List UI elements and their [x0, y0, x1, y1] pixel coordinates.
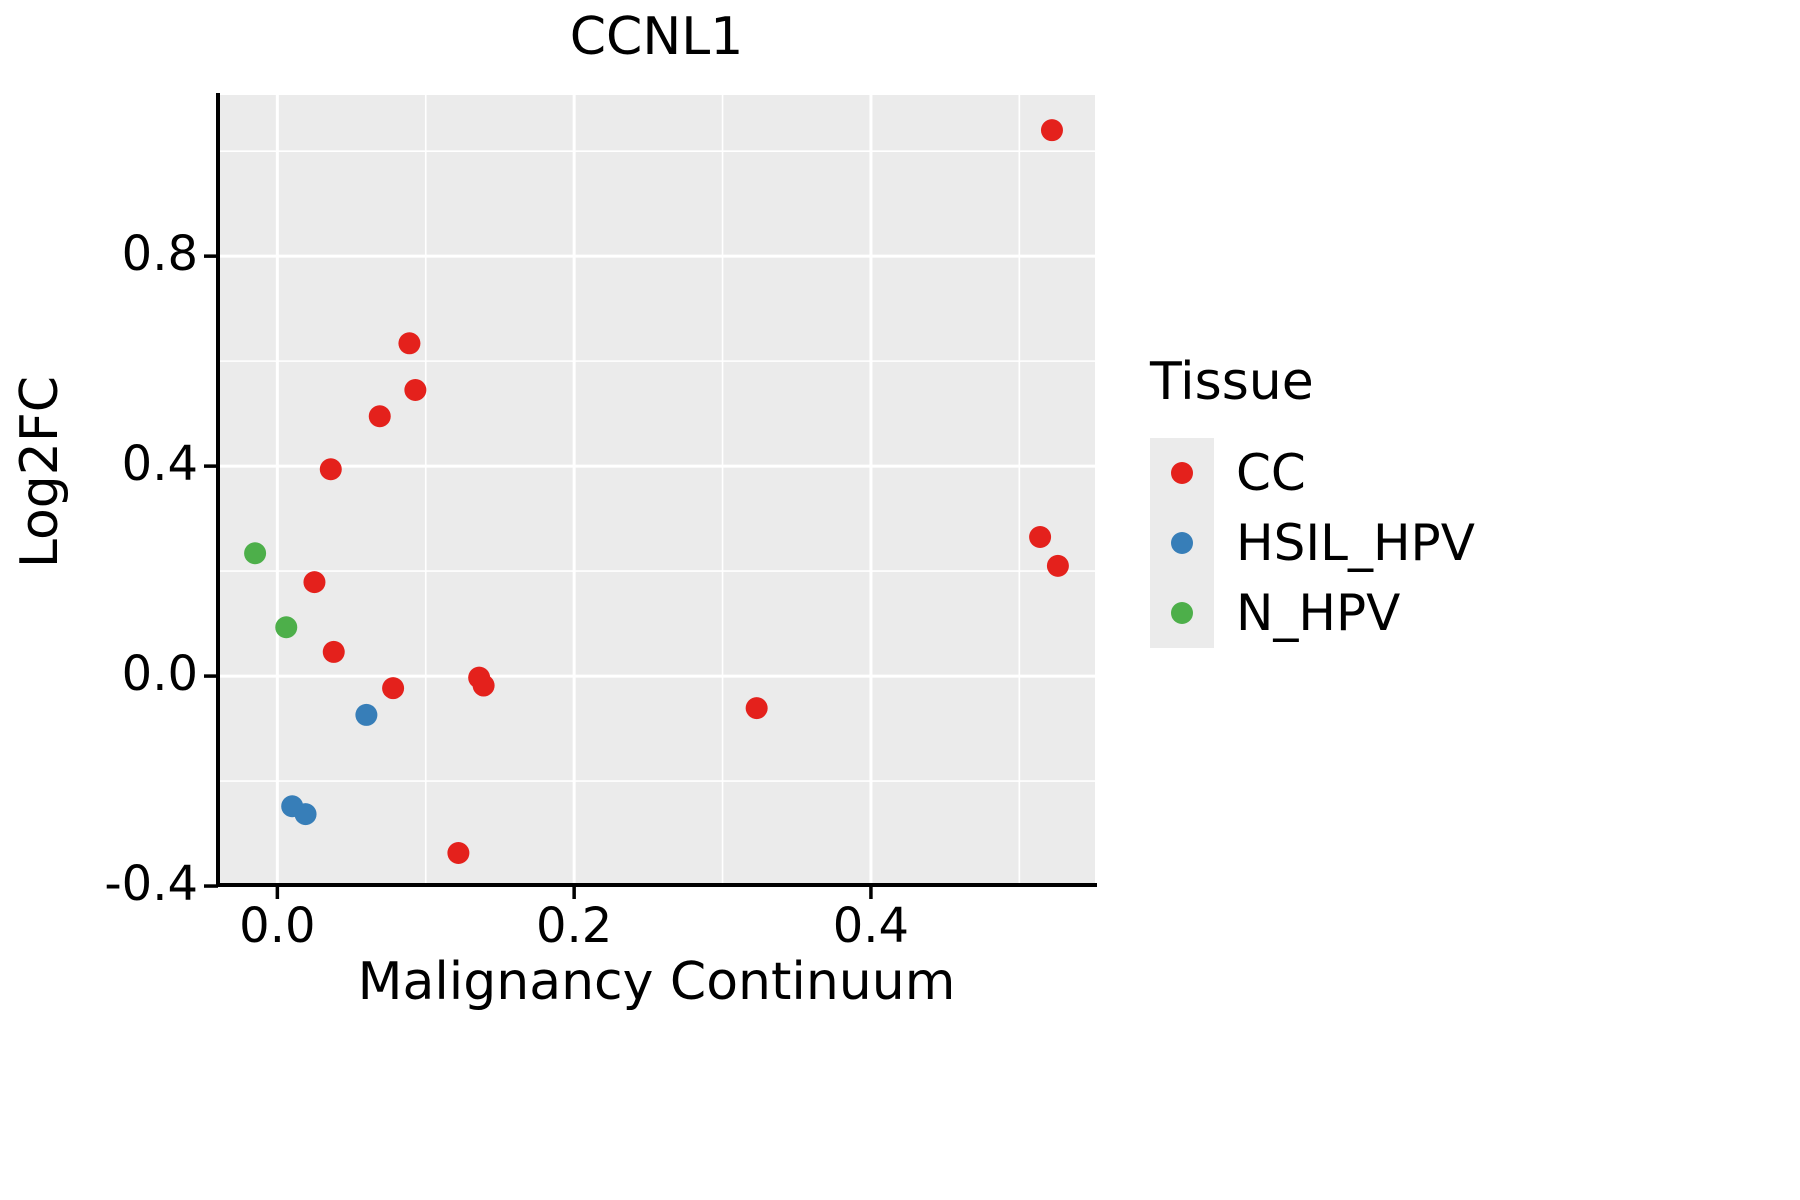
y-tick-label: 0.8: [121, 226, 198, 283]
data-point-CC: [319, 458, 342, 481]
legend-key: [1150, 438, 1214, 508]
x-tick-label: 0.0: [239, 898, 316, 954]
y-tick-label: -0.4: [104, 856, 198, 913]
y-tick-label: 0.4: [121, 436, 198, 493]
data-point-HSIL_HPV: [355, 703, 378, 726]
y-tick-label: 0.0: [121, 646, 198, 703]
data-point-CC: [472, 674, 495, 697]
legend-item-N_HPV: N_HPV: [1150, 578, 1475, 648]
x-tick-label: 0.2: [535, 898, 613, 954]
legend-key: [1150, 508, 1214, 578]
legend-item-CC: CC: [1150, 438, 1475, 508]
data-point-CC: [404, 379, 427, 402]
legend-dot-icon: [1171, 602, 1193, 624]
data-point-CC: [1046, 554, 1069, 577]
legend-item-label: N_HPV: [1236, 584, 1401, 642]
data-point-HSIL_HPV: [281, 795, 304, 818]
legend: Tissue CC HSIL_HPV N_HPV: [1150, 352, 1475, 648]
legend-items: CC HSIL_HPV N_HPV: [1150, 438, 1475, 648]
legend-key: [1150, 578, 1214, 648]
legend-item-label: CC: [1236, 444, 1306, 502]
data-point-CC: [368, 405, 391, 428]
x-axis-label: Malignancy Continuum: [357, 952, 956, 1012]
legend-dot-icon: [1171, 462, 1193, 484]
data-point-CC: [1029, 525, 1052, 548]
x-tick-label: 0.4: [832, 898, 910, 954]
legend-title: Tissue: [1150, 352, 1314, 412]
data-point-CC: [398, 332, 421, 355]
data-point-CC: [382, 677, 405, 700]
data-point-CC: [447, 841, 470, 864]
chart-title: CCNL1: [569, 7, 744, 67]
legend-item-HSIL_HPV: HSIL_HPV: [1150, 508, 1475, 578]
data-point-HSIL_HPV: [294, 803, 317, 826]
data-point-CC: [745, 697, 768, 720]
data-point-CC: [303, 571, 326, 594]
legend-item-label: HSIL_HPV: [1236, 514, 1475, 572]
data-point-CC: [468, 666, 491, 689]
plot-panel: [218, 95, 1095, 885]
data-point-N_HPV: [275, 616, 298, 639]
data-point-CC: [1040, 119, 1063, 142]
data-point-CC: [322, 640, 345, 663]
data-point-N_HPV: [244, 542, 267, 565]
legend-dot-icon: [1171, 532, 1193, 554]
